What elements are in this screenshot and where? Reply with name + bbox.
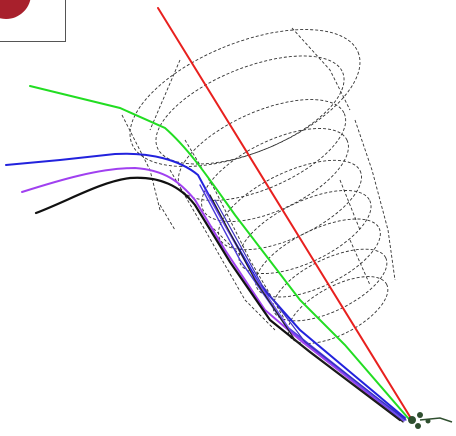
vertex-dot-1 [408,416,416,424]
cylinder-edge-d [339,179,361,231]
cylinder-edge-c [184,139,286,321]
particle-tracks [5,7,413,423]
ring-5 [255,218,381,298]
ring-7 [287,276,389,344]
track-red [157,7,413,421]
outer-cylinder-edge-right [291,27,351,111]
outer-cylinder-inner-cap [155,55,345,165]
track-bundle-2 [204,189,405,422]
cylinder-edge-b [354,119,396,281]
ring-3 [218,159,362,251]
track-bundle-4 [214,199,407,421]
vertex-tail [419,417,453,423]
ring-6 [272,248,388,322]
cylinder-edge-e [349,239,371,286]
track-violet [21,166,403,421]
vertex-cluster [408,412,453,429]
vertex-dot-3 [415,423,421,429]
detector-wireframe [121,27,396,344]
track-black [34,176,402,422]
track-green [29,85,409,419]
outer-cylinder-top-cap [129,29,361,167]
cylinder-edge-a [169,169,276,331]
cylinder-edge-g [159,204,176,231]
inset-panel [0,0,66,42]
outer-cylinder-edge-mid [149,59,181,131]
track-bundle-3 [209,194,404,423]
ring-1 [177,99,347,201]
ring-2 [201,128,349,222]
vertex-dot-2 [417,412,423,418]
